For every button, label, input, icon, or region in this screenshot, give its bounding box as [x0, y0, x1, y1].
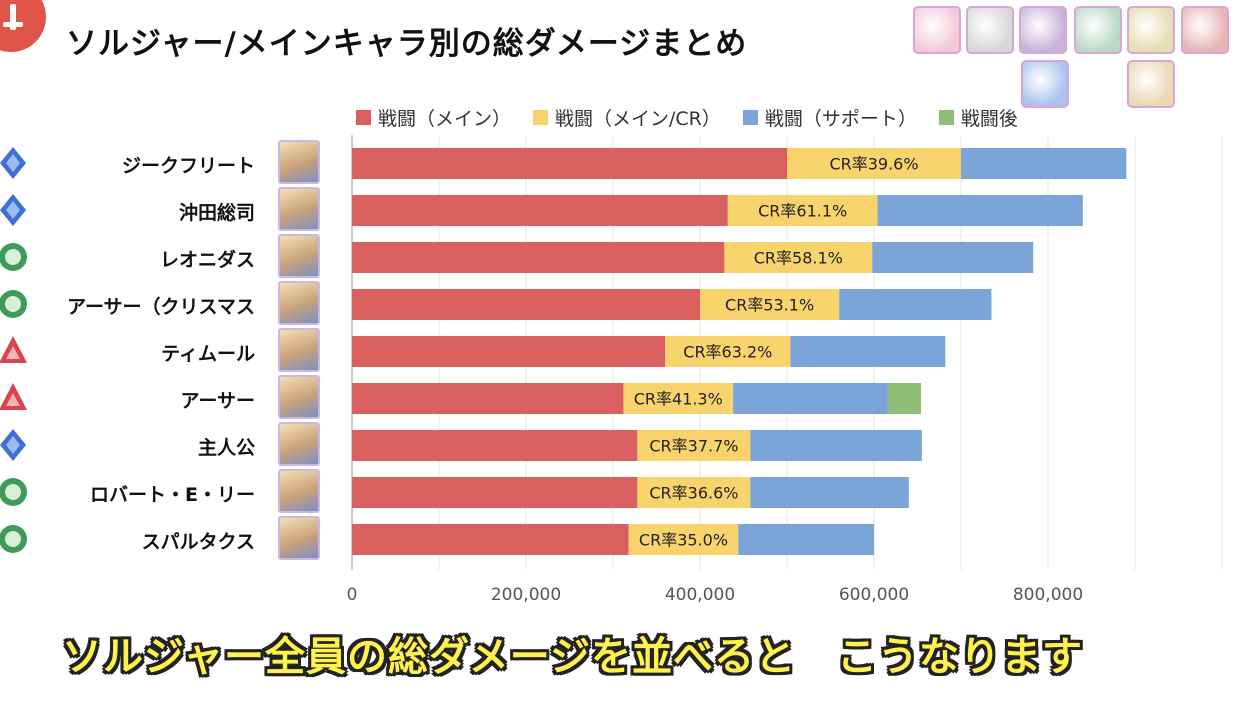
legend-swatch [533, 110, 549, 125]
character-portrait-icon [278, 328, 320, 372]
legend-label: 戦闘（メイン/CR） [555, 108, 721, 130]
x-tick-label: 0 [347, 585, 358, 605]
cr-rate-data-label: CR率41.3% [634, 390, 723, 409]
character-portrait-icon [278, 469, 320, 513]
blue-diamond-icon [0, 429, 26, 461]
legend-label: 戦闘（サポート） [764, 108, 917, 130]
bar-segment-support [750, 477, 909, 508]
character-portrait-icon [278, 234, 320, 278]
legend-label: 戦闘後 [960, 108, 1018, 130]
x-tick-label: 400,000 [665, 585, 735, 605]
page-title: ソルジャー/メインキャラ別の総ダメージまとめ [66, 26, 748, 62]
legend-item-main: 戦闘（メイン） [356, 104, 511, 131]
green-circle-icon [0, 243, 27, 271]
bar-segment-main-cr [665, 336, 791, 367]
bar-segment-main [352, 430, 638, 461]
sword-icon [966, 6, 1014, 54]
bar-segment-main-cr [787, 148, 961, 179]
chart-legend: 戦闘（メイン） 戦闘（メイン/CR） 戦闘（サポート） 戦闘後 [356, 104, 1018, 131]
bar-segment-main-cr [637, 477, 751, 508]
cr-rate-data-label: CR率36.6% [649, 484, 738, 503]
wings-icon [1021, 60, 1069, 108]
bar-segment-main-cr [700, 289, 840, 320]
bar-segment-support [738, 524, 874, 555]
character-portrait-icon [278, 422, 320, 466]
green-circle-icon [0, 525, 27, 553]
cr-rate-data-label: CR率53.1% [725, 296, 814, 315]
cr-rate-data-label: CR率35.0% [639, 531, 728, 550]
category-label: ティムール [161, 343, 255, 365]
legend-swatch [938, 110, 954, 125]
bar-segment-support [877, 195, 1083, 226]
x-tick-label: 200,000 [491, 585, 561, 605]
bar-segment-main [352, 242, 725, 273]
character-portrait-icon [278, 140, 320, 184]
caption-subtitle: ソルジャー全員の総ダメージを並べると こうなります [62, 634, 1083, 680]
bar-segment-after [887, 383, 921, 414]
character-portrait-icon [278, 187, 320, 231]
x-tick-label: 800,000 [1013, 585, 1083, 605]
rope-icon [1127, 6, 1175, 54]
cr-rate-data-label: CR率39.6% [829, 155, 918, 174]
bar-segment-main-cr [724, 242, 873, 273]
bar-segment-main-cr [637, 430, 751, 461]
legend-label: 戦闘（メイン） [378, 108, 512, 130]
category-label: 主人公 [197, 437, 255, 459]
sword-icon [10, 4, 16, 30]
category-label: ジークフリート [121, 155, 255, 177]
character-portrait-icon [278, 375, 320, 419]
legend-item-support: 戦闘（サポート） [742, 104, 917, 131]
character-portrait-icon [278, 281, 320, 325]
category-label: アーサー（クリスマス [67, 296, 255, 318]
cr-rate-data-label: CR率58.1% [754, 249, 843, 268]
spellbook-icon [1127, 60, 1175, 108]
bar-segment-support [839, 289, 992, 320]
category-label: アーサー [180, 390, 255, 412]
bar-segment-support [790, 336, 946, 367]
green-circle-icon [0, 478, 27, 506]
bar-segment-main-cr [628, 524, 739, 555]
bar-segment-main-cr [623, 383, 734, 414]
bar-segment-support [872, 242, 1034, 273]
sword-guard-icon [3, 22, 23, 27]
bar-segment-main [352, 289, 700, 320]
red-triangle-icon [0, 336, 27, 363]
legend-swatch [356, 110, 371, 125]
character-portrait-icon [278, 516, 320, 560]
bar-segment-main [352, 195, 728, 226]
cr-rate-data-label: CR率63.2% [683, 343, 772, 362]
bar-segment-main [352, 524, 629, 555]
bar-segment-main [352, 148, 787, 179]
claw-icon [1019, 6, 1067, 54]
armor-icon [1074, 6, 1122, 54]
bar-segment-support [961, 148, 1127, 179]
category-label: スパルタクス [141, 531, 255, 553]
bar-segment-main [352, 336, 666, 367]
category-label: ロバート・E・リー [90, 484, 255, 506]
red-triangle-icon [0, 383, 27, 410]
bar-segment-main-cr [727, 195, 878, 226]
legend-item-after: 戦闘後 [938, 104, 1018, 131]
blue-diamond-icon [0, 194, 26, 226]
bar-segment-support [733, 383, 888, 414]
category-label: レオニダス [159, 249, 255, 271]
x-tick-label: 600,000 [839, 585, 909, 605]
cr-rate-data-label: CR率61.1% [758, 202, 847, 221]
bar-segment-support [750, 430, 922, 461]
cr-rate-data-label: CR率37.7% [649, 437, 738, 456]
category-label: 沖田総司 [178, 202, 255, 224]
legend-item-main-cr: 戦闘（メイン/CR） [533, 104, 721, 131]
bar-segment-main [352, 383, 624, 414]
scroll-icon [1181, 6, 1229, 54]
legend-swatch [742, 110, 758, 125]
character-portrait-icon [913, 6, 961, 54]
blue-diamond-icon [0, 147, 26, 179]
green-circle-icon [0, 290, 27, 318]
soldier-class-badge-icon [0, 0, 46, 52]
bar-segment-main [352, 477, 638, 508]
